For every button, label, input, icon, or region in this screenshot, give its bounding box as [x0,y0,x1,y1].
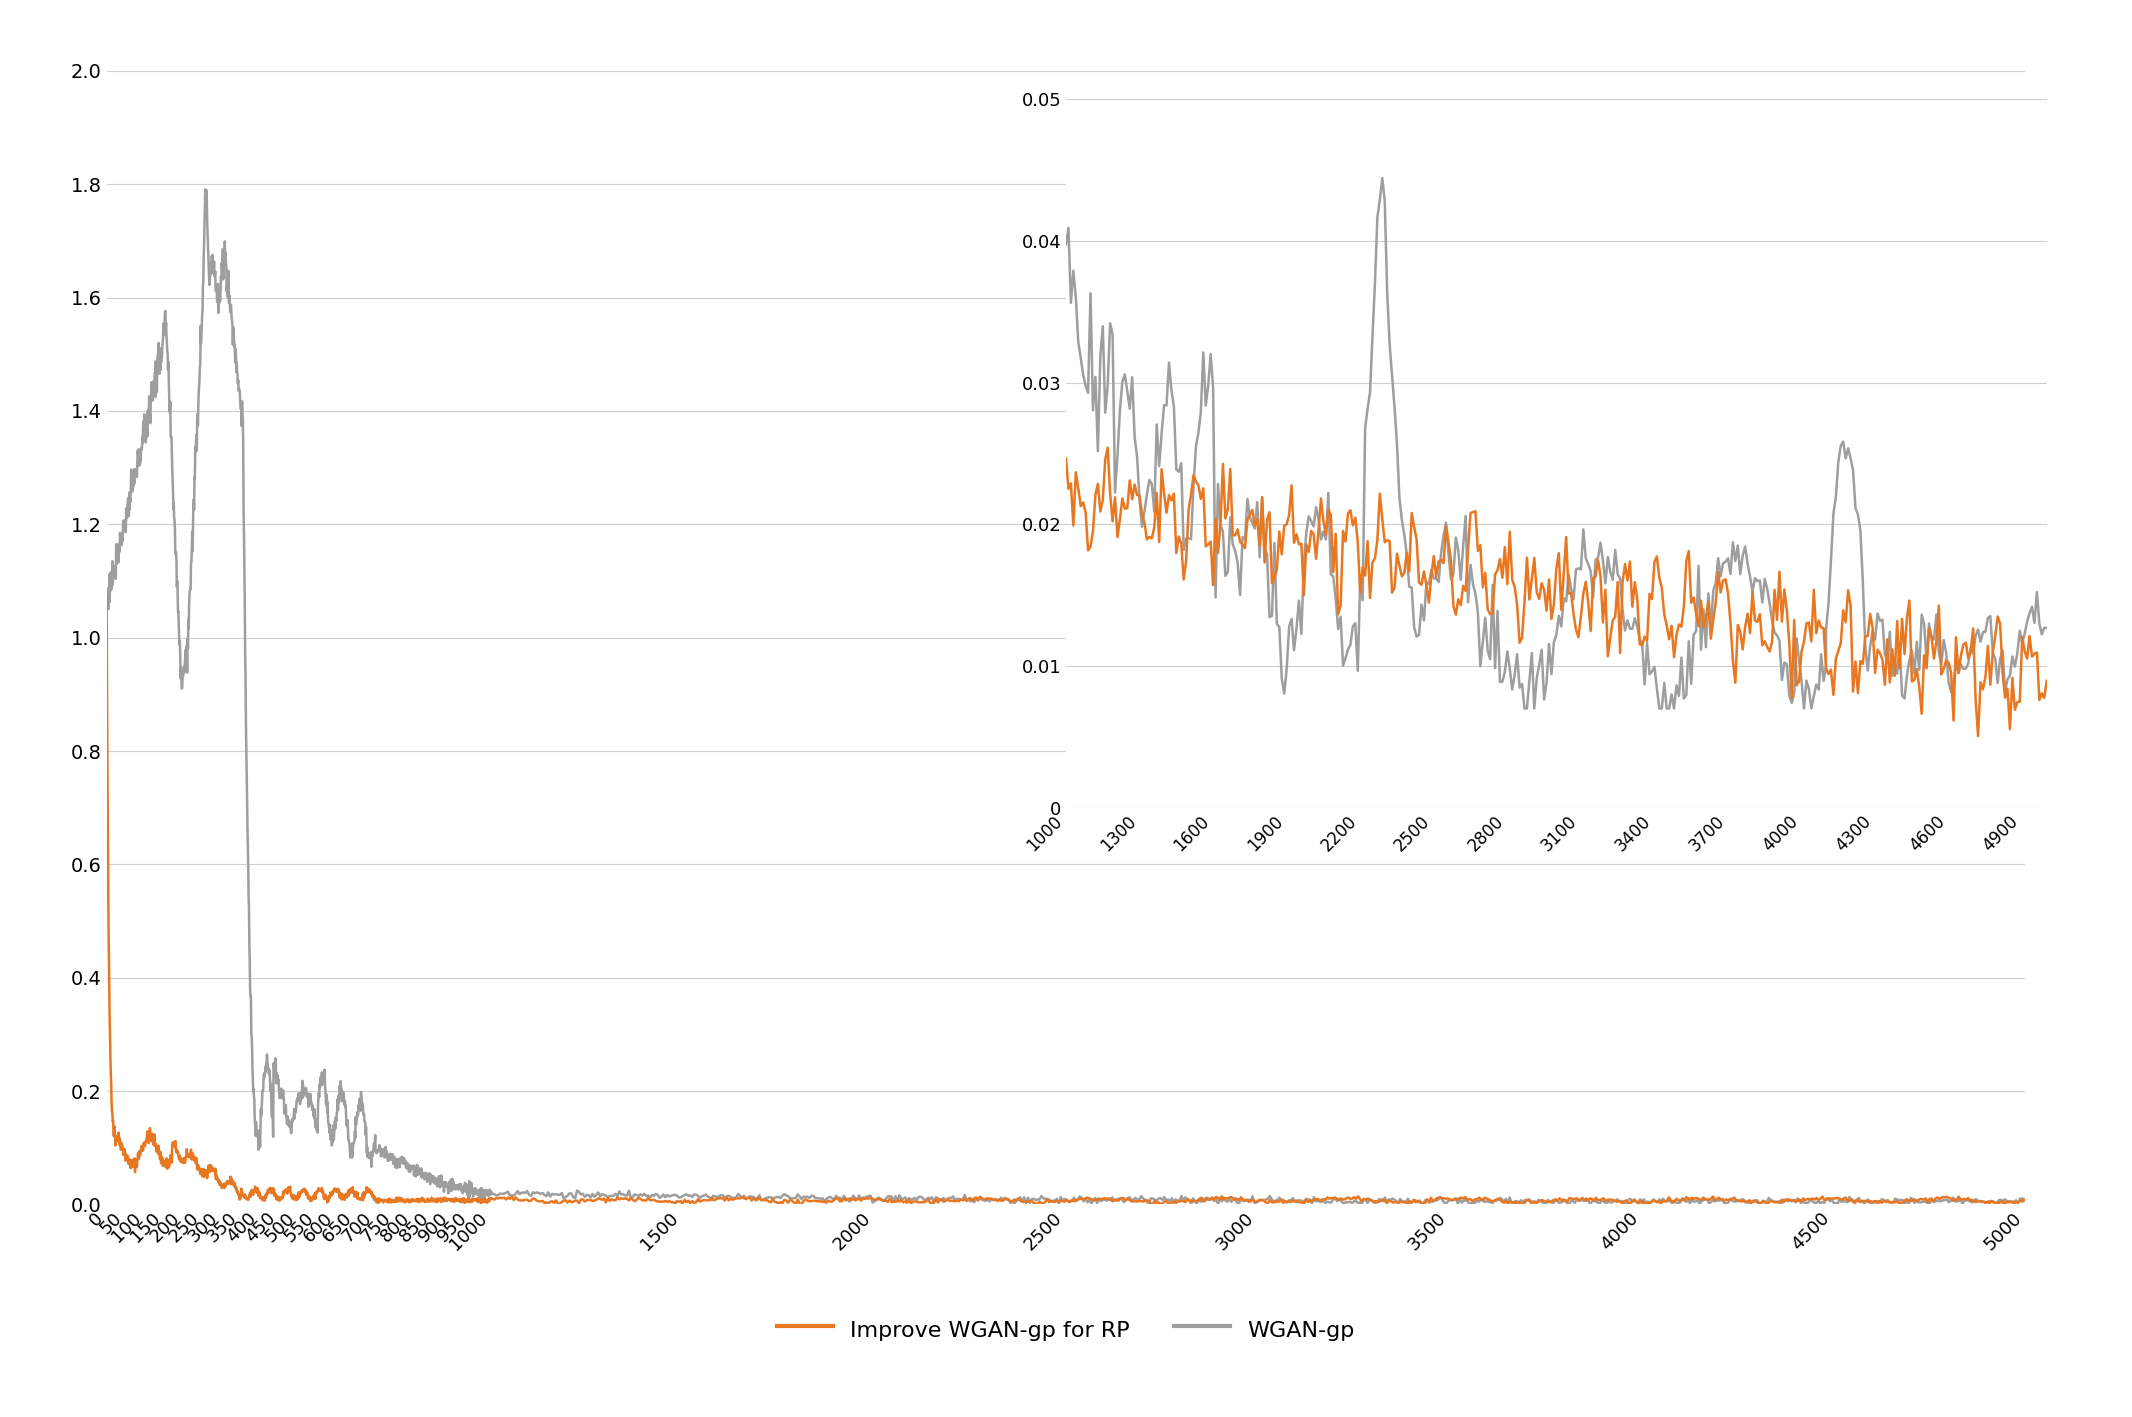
Legend: Improve WGAN-gp for RP, WGAN-gp: Improve WGAN-gp for RP, WGAN-gp [768,1306,1364,1352]
